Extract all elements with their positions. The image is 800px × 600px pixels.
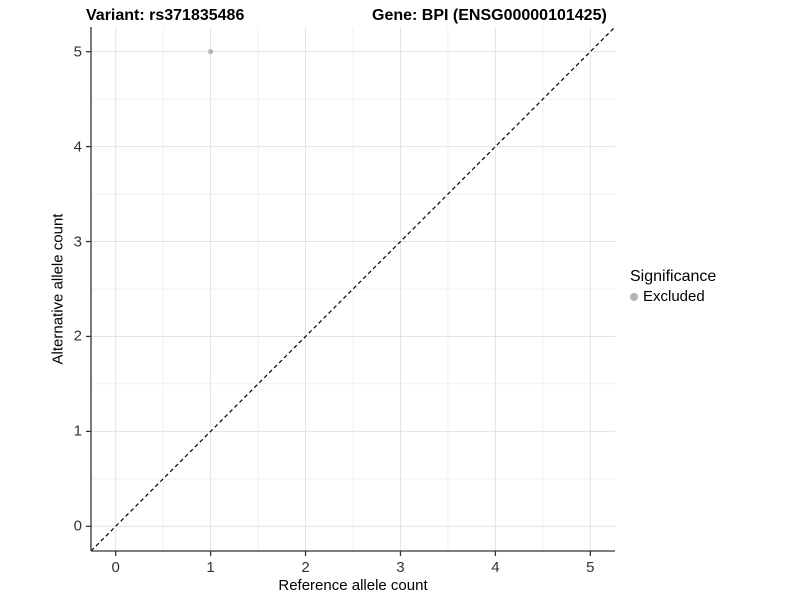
x-tick-label: 3 (396, 559, 405, 576)
plot-title-variant: Variant: rs371835486 (86, 7, 245, 24)
legend-title: Significance (630, 268, 717, 285)
y-tick-label: 4 (73, 138, 82, 156)
y-tick-label: 5 (73, 43, 82, 61)
x-tick-label: 1 (206, 559, 215, 576)
y-tick-label: 1 (73, 422, 82, 440)
y-tick-label: 2 (73, 327, 82, 345)
y-tick-label: 0 (73, 517, 82, 535)
x-tick-label: 5 (586, 559, 595, 576)
x-axis-title: Reference allele count (278, 577, 428, 594)
data-point (208, 49, 214, 55)
identity-line (90, 26, 616, 552)
legend: Significance Excluded (630, 268, 716, 305)
y-axis-title: Alternative allele count (49, 213, 67, 365)
x-tick-label: 0 (111, 559, 120, 576)
legend-point-icon (630, 292, 638, 301)
legend-items: Excluded (630, 288, 716, 305)
plot-title-gene: Gene: BPI (ENSG00000101425) (372, 7, 607, 24)
legend-item: Excluded (630, 288, 716, 305)
legend-item-label: Excluded (643, 288, 705, 305)
y-tick-label: 3 (73, 233, 82, 251)
x-tick-label: 2 (301, 559, 310, 576)
x-tick-label: 4 (491, 559, 500, 576)
